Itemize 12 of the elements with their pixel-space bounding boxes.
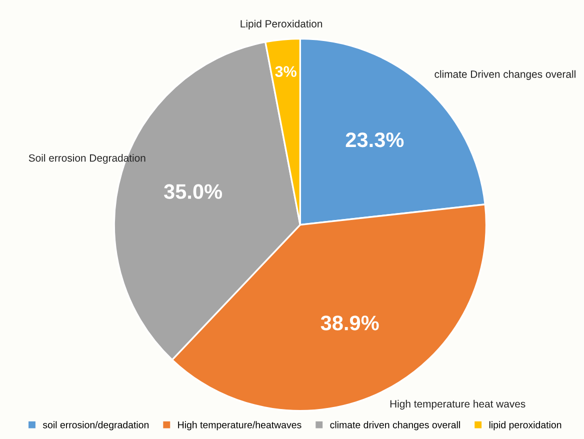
text: Soil errosion Degradation bbox=[28, 154, 146, 164]
data-label: 35.0% bbox=[164, 184, 222, 199]
text: climate Driven changes overall bbox=[434, 70, 576, 80]
legend-label: High temperature/heatwaves bbox=[178, 421, 302, 430]
legend-label: lipid peroxidation bbox=[489, 421, 562, 430]
text: Lipid Peroxidation bbox=[240, 20, 322, 30]
legend-label: climate driven changes overall bbox=[330, 421, 460, 430]
data-label: 3% bbox=[275, 66, 296, 77]
text: High temperature heat waves bbox=[390, 400, 526, 410]
data-label: 38.9% bbox=[320, 316, 379, 330]
data-label: 23.3% bbox=[346, 132, 404, 148]
legend-label: soil errosion/degradation bbox=[42, 421, 149, 430]
